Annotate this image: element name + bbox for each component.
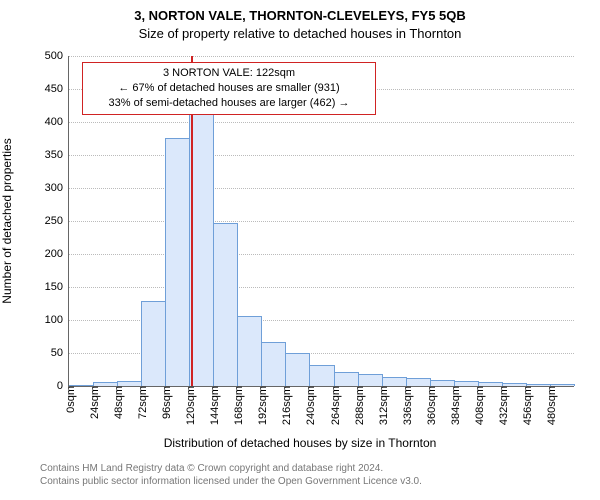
x-tick-label: 48sqm (109, 386, 125, 419)
footer-line-2: Contains public sector information licen… (40, 475, 422, 488)
y-tick-label: 200 (45, 248, 69, 260)
histogram-bar (382, 377, 407, 386)
marker-annotation: 3 NORTON VALE: 122sqm ← 67% of detached … (82, 62, 376, 115)
x-tick-label: 192sqm (253, 386, 269, 425)
histogram-bar (406, 378, 431, 386)
x-tick-label: 264sqm (326, 386, 342, 425)
gridline (69, 122, 574, 123)
footer-line-1: Contains HM Land Registry data © Crown c… (40, 462, 422, 475)
x-tick-label: 480sqm (542, 386, 558, 425)
x-tick-label: 168sqm (229, 386, 245, 425)
gridline (69, 221, 574, 222)
y-tick-label: 300 (45, 182, 69, 194)
histogram-bar (141, 301, 166, 386)
x-tick-label: 96sqm (157, 386, 173, 419)
annotation-line-3: 33% of semi-detached houses are larger (… (89, 96, 369, 111)
histogram-bar (165, 138, 190, 387)
x-tick-label: 0sqm (61, 386, 77, 413)
histogram-bar (261, 342, 286, 386)
annotation-line-1: 3 NORTON VALE: 122sqm (89, 66, 369, 81)
gridline (69, 254, 574, 255)
histogram-bar (334, 372, 359, 386)
y-tick-label: 100 (45, 314, 69, 326)
x-tick-label: 312sqm (374, 386, 390, 425)
x-axis-label: Distribution of detached houses by size … (0, 436, 600, 450)
chart-subtitle: Size of property relative to detached ho… (0, 26, 600, 41)
x-tick-label: 216sqm (277, 386, 293, 425)
y-tick-label: 150 (45, 281, 69, 293)
gridline (69, 56, 574, 57)
y-tick-label: 450 (45, 83, 69, 95)
x-tick-label: 456sqm (518, 386, 534, 425)
histogram-bar (285, 353, 310, 386)
gridline (69, 188, 574, 189)
x-tick-label: 360sqm (422, 386, 438, 425)
y-axis-label: Number of detached properties (0, 138, 14, 303)
x-tick-label: 24sqm (85, 386, 101, 419)
x-tick-label: 336sqm (398, 386, 414, 425)
x-tick-label: 384sqm (446, 386, 462, 425)
x-tick-label: 408sqm (470, 386, 486, 425)
x-tick-label: 72sqm (133, 386, 149, 419)
gridline (69, 287, 574, 288)
x-tick-label: 144sqm (205, 386, 221, 425)
gridline (69, 155, 574, 156)
x-tick-label: 432sqm (494, 386, 510, 425)
x-tick-label: 288sqm (350, 386, 366, 425)
histogram-bar (309, 365, 334, 386)
y-tick-label: 250 (45, 215, 69, 227)
histogram-bar (358, 374, 383, 386)
histogram-bar (237, 316, 262, 386)
y-tick-label: 350 (45, 149, 69, 161)
histogram-bar (213, 223, 238, 386)
page-title: 3, NORTON VALE, THORNTON-CLEVELEYS, FY5 … (0, 8, 600, 23)
x-tick-label: 120sqm (181, 386, 197, 425)
y-tick-label: 500 (45, 50, 69, 62)
annotation-line-2: ← 67% of detached houses are smaller (93… (89, 81, 369, 96)
x-tick-label: 240sqm (301, 386, 317, 425)
y-tick-label: 400 (45, 116, 69, 128)
footer-attribution: Contains HM Land Registry data © Crown c… (40, 462, 422, 488)
y-tick-label: 50 (51, 347, 69, 359)
